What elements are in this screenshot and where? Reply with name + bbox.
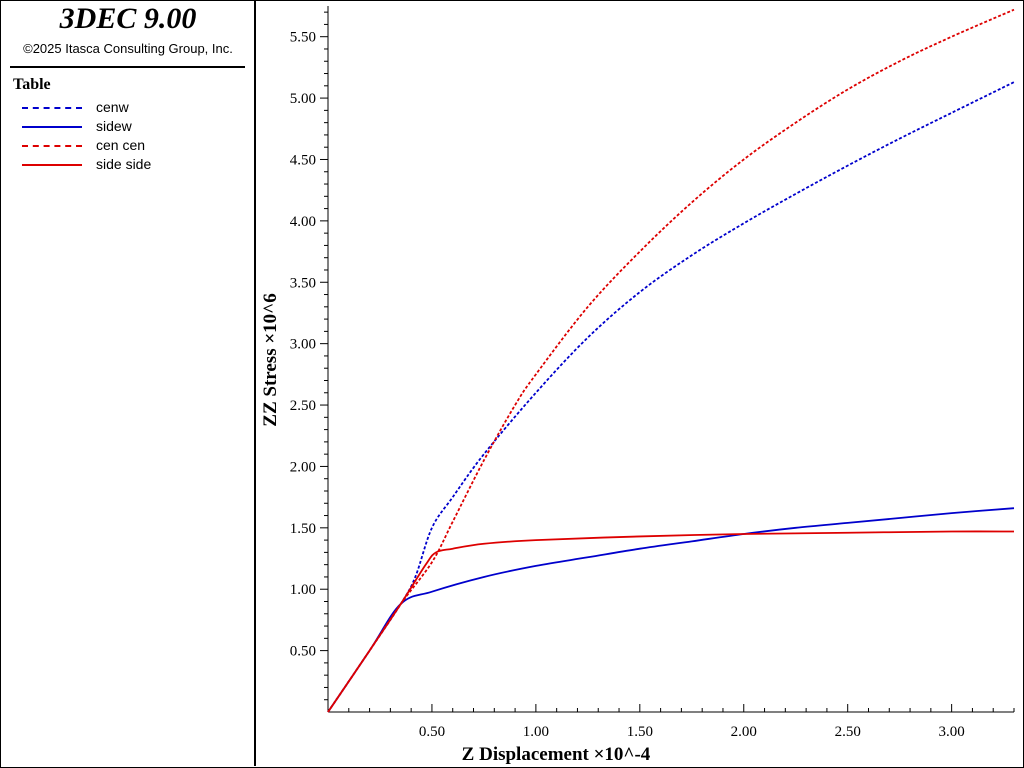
legend-swatch-sidew xyxy=(22,126,82,128)
legend-label-side-side: side side xyxy=(96,156,152,172)
series-line-cenw xyxy=(327,81,1015,713)
y-tick-label: 3.50 xyxy=(290,275,316,291)
legend-panel: 3DEC 9.00 ©2025 Itasca Consulting Group,… xyxy=(0,0,256,766)
y-tick-label: 4.00 xyxy=(290,214,316,230)
x-tick-label: 1.50 xyxy=(627,724,653,740)
axes: 0.50 1.00 1.50 2.00 2.50 3.00 0.50 1.00 1.50 2.00… xyxy=(290,6,1015,740)
copyright-notice: ©2025 Itasca Consulting Group, Inc. xyxy=(23,41,233,56)
series-line-sidew xyxy=(327,507,1015,713)
y-tick-label: 4.50 xyxy=(290,152,316,168)
y-tick-label: 1.50 xyxy=(290,521,316,537)
app-title: 3DEC 9.00 xyxy=(59,2,197,35)
legend-label-cen-cen: cen cen xyxy=(96,137,146,153)
y-tick-label: 1.00 xyxy=(290,582,316,598)
y-tick-label: 2.00 xyxy=(290,459,316,475)
legend-label-cenw: cenw xyxy=(96,99,129,115)
y-tick-label: 3.00 xyxy=(290,337,316,353)
y-tick-label: 0.50 xyxy=(290,644,316,660)
legend-label-sidew: sidew xyxy=(96,118,132,134)
title-divider xyxy=(10,66,245,68)
legend-swatch-cen-cen xyxy=(22,145,82,147)
legend-title: Table xyxy=(13,76,51,93)
y-tick-label: 2.50 xyxy=(290,398,316,414)
x-tick-label: 3.00 xyxy=(939,724,965,740)
x-tick-label: 0.50 xyxy=(419,724,445,740)
series-line-cen-cen xyxy=(327,8,1015,713)
series-layer xyxy=(327,8,1015,713)
x-tick-label: 1.00 xyxy=(523,724,549,740)
y-tick-label: 5.50 xyxy=(290,30,316,46)
x-tick-label: 2.50 xyxy=(835,724,861,740)
legend-swatch-cenw xyxy=(22,107,82,109)
y-tick-label: 5.00 xyxy=(290,91,316,107)
series-line-side-side xyxy=(327,530,1015,713)
plot-area: 0.50 1.00 1.50 2.00 2.50 3.00 0.50 1.00 1.50 2.00… xyxy=(260,6,1015,765)
x-axis-label: Z Displacement ×10^-4 xyxy=(462,744,651,765)
x-tick-label: 2.00 xyxy=(731,724,757,740)
y-axis-label: ZZ Stress ×10^6 xyxy=(260,293,281,426)
legend-swatch-side-side xyxy=(22,164,82,166)
